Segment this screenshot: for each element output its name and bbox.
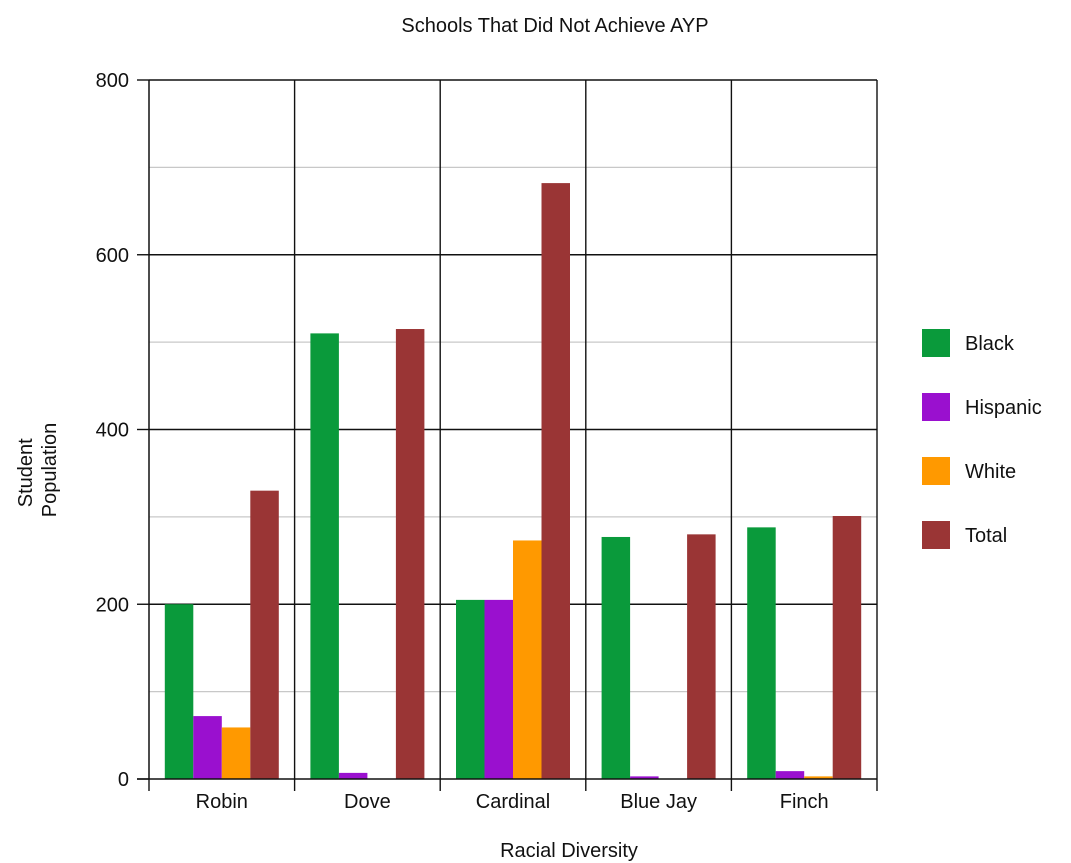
bar-total-dove <box>395 329 425 779</box>
y-tick-label: 200 <box>96 594 129 616</box>
legend-label-black: Black <box>965 333 1015 355</box>
bar-hispanic-finch <box>775 771 805 779</box>
legend-label-hispanic: Hispanic <box>965 397 1042 419</box>
bar-white-robin <box>221 727 251 779</box>
y-tick-label: 800 <box>96 70 129 92</box>
bar-white-finch <box>804 776 833 779</box>
legend-swatch-total <box>922 521 950 549</box>
bar-hispanic-dove <box>338 772 368 779</box>
bar-hispanic-cardinal <box>484 599 513 779</box>
legend-swatch-white <box>922 457 950 485</box>
bar-black-finch <box>747 527 776 779</box>
y-tick-label: 600 <box>96 245 129 267</box>
x-tick-label: Cardinal <box>476 791 550 813</box>
x-axis-ticks: Robin Dove Cardinal Blue Jay Finch <box>148 779 878 813</box>
bar-black-blue-jay <box>601 536 631 779</box>
bar-black-cardinal <box>456 599 485 779</box>
bar-hispanic-robin <box>193 716 222 779</box>
legend-swatch-black <box>922 329 950 357</box>
legend-label-white: White <box>965 461 1016 483</box>
bar-total-cardinal <box>541 183 570 780</box>
y-tick-label: 400 <box>96 420 129 442</box>
bars <box>164 183 862 780</box>
y-axis-label-line-2: Population <box>39 423 61 518</box>
y-axis-label-line-1: Student <box>15 438 37 507</box>
legend-swatch-hispanic <box>922 393 950 421</box>
y-tick-label: 0 <box>118 769 129 791</box>
bar-black-dove <box>310 333 339 779</box>
y-axis-label: Student Population <box>15 423 61 518</box>
x-tick-label: Finch <box>780 791 829 813</box>
x-tick-label: Blue Jay <box>620 791 697 813</box>
x-tick-label: Robin <box>196 791 248 813</box>
bar-total-finch <box>832 516 862 779</box>
bar-total-robin <box>250 490 279 779</box>
bar-white-cardinal <box>513 540 542 779</box>
bar-black-robin <box>164 604 194 779</box>
x-tick-label: Dove <box>344 791 391 813</box>
bar-total-blue-jay <box>687 534 716 779</box>
chart-title: Schools That Did Not Achieve AYP <box>401 15 708 37</box>
legend: Black Hispanic White Total <box>922 329 1042 549</box>
bar-hispanic-blue-jay <box>630 776 659 779</box>
y-axis-ticks: 0 200 400 600 800 <box>96 70 149 791</box>
x-axis-label: Racial Diversity <box>500 840 638 862</box>
legend-label-total: Total <box>965 525 1007 547</box>
